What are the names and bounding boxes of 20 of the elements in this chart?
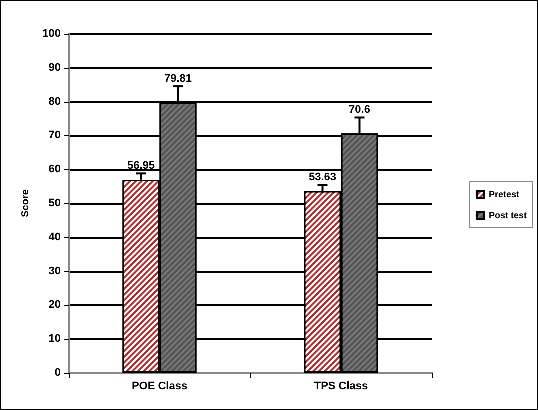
x-tick-label: TPS Class bbox=[314, 380, 368, 392]
y-tick-label: 0 bbox=[54, 367, 61, 379]
y-tick-label: 10 bbox=[48, 333, 61, 346]
y-tick-label: 20 bbox=[48, 299, 61, 312]
data-label: 79.81 bbox=[164, 73, 192, 86]
y-tick-label: 50 bbox=[48, 198, 61, 210]
y-tick-label: 40 bbox=[48, 231, 61, 244]
data-label: 70.6 bbox=[349, 104, 370, 116]
y-tick-label: 70 bbox=[48, 130, 61, 142]
y-tick-label: 100 bbox=[42, 28, 61, 40]
y-axis-title: Score bbox=[20, 189, 32, 218]
y-tick-label: 30 bbox=[48, 265, 61, 278]
data-label: 56.95 bbox=[127, 160, 156, 172]
data-label: 53.63 bbox=[308, 172, 337, 184]
y-tick-label: 60 bbox=[48, 164, 61, 176]
x-tick-label: POE Class bbox=[132, 380, 188, 392]
legend-label: Pretest bbox=[488, 190, 520, 200]
y-tick-label: 80 bbox=[48, 96, 61, 108]
y-tick-label: 90 bbox=[48, 62, 61, 74]
legend-label: Post test bbox=[488, 210, 528, 220]
